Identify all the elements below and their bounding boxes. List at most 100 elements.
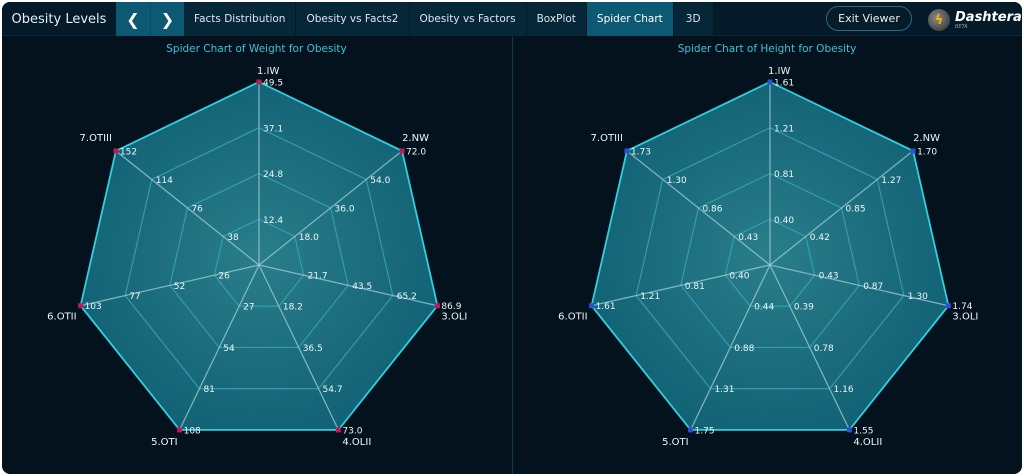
data-point-marker bbox=[688, 427, 694, 433]
category-label: 5.OTI bbox=[151, 437, 177, 448]
data-point-marker bbox=[256, 79, 262, 85]
top-bar: Obesity Levels ❮ ❯ Facts Distribution Ob… bbox=[2, 2, 1022, 36]
ring-value-label: 81 bbox=[203, 385, 214, 395]
ring-value-label: 0.40 bbox=[774, 216, 794, 226]
category-label: 3.OLI bbox=[952, 312, 978, 323]
data-point-marker bbox=[846, 427, 852, 433]
weight-chart-panel: Spider Chart of Weight for Obesity 12.4 2… bbox=[2, 37, 511, 474]
category-label: 7.OTIII bbox=[591, 133, 623, 144]
ring-value-label: 72.0 bbox=[406, 147, 426, 157]
ring-value-label: 0.87 bbox=[863, 282, 883, 292]
ring-value-label: 52 bbox=[174, 282, 185, 292]
ring-value-label: 38 bbox=[227, 233, 239, 243]
ring-value-label: 0.43 bbox=[819, 272, 839, 282]
ring-value-label: 0.86 bbox=[702, 204, 722, 214]
ring-value-label: 49.5 bbox=[263, 79, 283, 89]
ring-value-label: 0.81 bbox=[685, 282, 705, 292]
ring-value-label: 1.31 bbox=[714, 385, 734, 395]
ring-value-label: 21.7 bbox=[308, 272, 328, 282]
data-point-marker bbox=[335, 427, 341, 433]
ring-value-label: 27 bbox=[243, 303, 254, 313]
ring-value-label: 86.9 bbox=[441, 302, 461, 312]
ring-value-label: 1.75 bbox=[695, 426, 715, 436]
ring-value-label: 0.43 bbox=[738, 233, 758, 243]
ring-value-label: 65.2 bbox=[397, 292, 417, 302]
previous-button[interactable]: ❮ bbox=[116, 2, 150, 36]
category-label: 2.NW bbox=[913, 133, 940, 144]
chevron-left-icon: ❮ bbox=[126, 9, 140, 29]
ring-value-label: 26 bbox=[218, 272, 230, 282]
ring-value-label: 103 bbox=[85, 302, 102, 312]
ring-value-label: 12.4 bbox=[263, 216, 283, 226]
height-chart-panel: Spider Chart of Height for Obesity 0.40 0… bbox=[512, 37, 1021, 474]
ring-value-label: 54 bbox=[223, 344, 235, 354]
ring-value-label: 0.88 bbox=[734, 344, 754, 354]
tab-obesity-vs-facts2[interactable]: Obesity vs Facts2 bbox=[296, 2, 410, 36]
data-point-marker bbox=[113, 148, 119, 154]
ring-value-label: 0.40 bbox=[729, 272, 749, 282]
tab-bar: Facts Distribution Obesity vs Facts2 Obe… bbox=[184, 2, 714, 36]
data-point-marker bbox=[434, 303, 440, 309]
ring-value-label: 108 bbox=[184, 426, 201, 436]
ring-value-label: 1.74 bbox=[952, 302, 972, 312]
tab-obesity-vs-factors[interactable]: Obesity vs Factors bbox=[409, 2, 527, 36]
ring-value-label: 77 bbox=[129, 292, 140, 302]
data-point-marker bbox=[945, 303, 951, 309]
ring-value-label: 0.44 bbox=[754, 303, 774, 313]
next-button[interactable]: ❯ bbox=[150, 2, 184, 36]
app-title: Obesity Levels bbox=[11, 11, 107, 27]
ring-value-label: 18.0 bbox=[299, 233, 319, 243]
ring-value-label: 18.2 bbox=[283, 303, 303, 313]
ring-value-label: 1.21 bbox=[640, 292, 660, 302]
data-point-marker bbox=[589, 303, 595, 309]
ring-value-label: 114 bbox=[156, 176, 173, 186]
data-point-marker bbox=[767, 79, 773, 85]
ring-value-label: 73.0 bbox=[342, 426, 362, 436]
tab-facts-distribution[interactable]: Facts Distribution bbox=[184, 2, 297, 36]
data-point-marker bbox=[399, 148, 405, 154]
category-label: 4.OLII bbox=[853, 437, 882, 448]
tab-3d[interactable]: 3D bbox=[673, 2, 714, 36]
category-label: 5.OTI bbox=[662, 437, 688, 448]
ring-value-label: 1.27 bbox=[881, 176, 901, 186]
ring-value-label: 1.30 bbox=[908, 292, 928, 302]
category-label: 2.NW bbox=[402, 133, 429, 144]
category-label: 1.IW bbox=[257, 66, 279, 77]
ring-value-label: 54.7 bbox=[323, 385, 343, 395]
height-spider-chart: 0.40 0.81 1.21 1.61 0.42 0.85 1.27 1.70 0.43 0.87… bbox=[558, 66, 978, 448]
category-label: 4.OLII bbox=[342, 437, 371, 448]
ring-value-label: 0.42 bbox=[810, 233, 830, 243]
logo-beta-badge: BETA bbox=[955, 23, 968, 30]
category-label: 1.IW bbox=[768, 66, 790, 77]
ring-value-label: 1.73 bbox=[631, 147, 651, 157]
logo-name: Dashtera bbox=[955, 9, 1022, 25]
ring-value-label: 0.39 bbox=[794, 303, 814, 313]
ring-value-label: 0.81 bbox=[774, 170, 794, 180]
ring-value-label: 1.21 bbox=[774, 124, 794, 134]
category-label: 6.OTII bbox=[47, 312, 76, 323]
category-label: 3.OLI bbox=[441, 312, 467, 323]
ring-value-label: 152 bbox=[120, 147, 137, 157]
ring-value-label: 1.61 bbox=[774, 79, 794, 89]
data-point-marker bbox=[78, 303, 84, 309]
height-chart-title: Spider Chart of Height for Obesity bbox=[677, 43, 857, 55]
chevron-right-icon: ❯ bbox=[160, 9, 175, 29]
ring-value-label: 1.55 bbox=[853, 426, 873, 436]
tab-boxplot[interactable]: BoxPlot bbox=[526, 2, 587, 36]
tab-spider-chart[interactable]: Spider Chart bbox=[586, 2, 674, 36]
exit-viewer-button[interactable]: Exit Viewer bbox=[826, 6, 912, 31]
category-label: 6.OTII bbox=[558, 312, 587, 323]
ring-value-label: 1.30 bbox=[667, 176, 687, 186]
ring-value-label: 0.85 bbox=[846, 204, 866, 214]
category-label: 7.OTIII bbox=[80, 133, 112, 144]
data-point-marker bbox=[910, 148, 916, 154]
ring-value-label: 76 bbox=[191, 204, 203, 214]
ring-value-label: 24.8 bbox=[263, 170, 283, 180]
ring-value-label: 0.78 bbox=[814, 344, 834, 354]
data-point-marker bbox=[624, 148, 630, 154]
ring-value-label: 43.5 bbox=[352, 282, 372, 292]
ring-value-label: 36.5 bbox=[303, 344, 323, 354]
ring-value-label: 54.0 bbox=[370, 176, 390, 186]
ring-value-label: 1.16 bbox=[834, 385, 854, 395]
